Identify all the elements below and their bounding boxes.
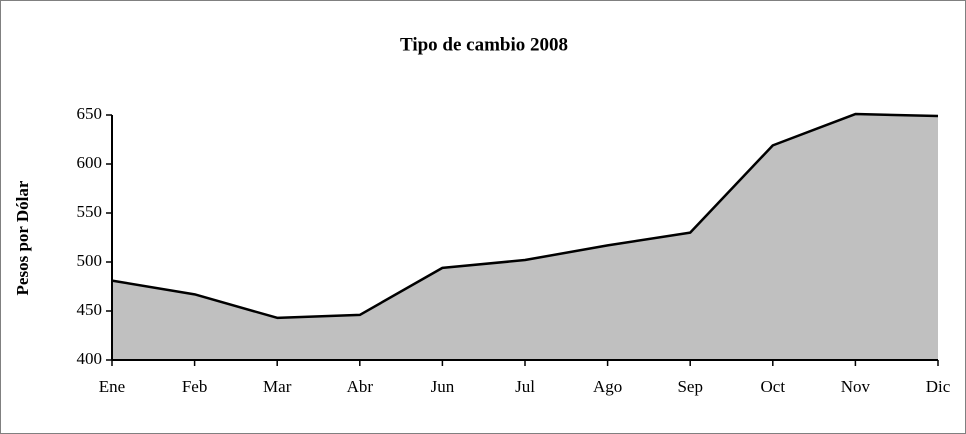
x-tick-label: Ago bbox=[593, 377, 622, 396]
x-tick-label: Sep bbox=[677, 377, 703, 396]
y-tick-label: 500 bbox=[77, 251, 103, 270]
x-tick-label: Oct bbox=[761, 377, 786, 396]
x-tick-label: Feb bbox=[182, 377, 208, 396]
y-tick-label: 650 bbox=[77, 104, 103, 123]
x-tick-label: Ene bbox=[99, 377, 125, 396]
x-tick-label: Mar bbox=[263, 377, 292, 396]
x-tick-label: Nov bbox=[841, 377, 871, 396]
y-tick-label: 400 bbox=[77, 349, 103, 368]
y-axis-label: Pesos por Dólar bbox=[13, 180, 32, 295]
x-tick-label: Jul bbox=[515, 377, 535, 396]
x-tick-label: Abr bbox=[347, 377, 374, 396]
y-tick-label: 550 bbox=[77, 202, 103, 221]
x-tick-label: Jun bbox=[431, 377, 455, 396]
chart-title: Tipo de cambio 2008 bbox=[400, 34, 568, 55]
area-line bbox=[111, 112, 939, 320]
y-tick-label: 600 bbox=[77, 153, 103, 172]
x-tick-label: Dic bbox=[926, 377, 951, 396]
area-fill bbox=[112, 114, 938, 361]
y-tick-label: 450 bbox=[77, 300, 103, 319]
